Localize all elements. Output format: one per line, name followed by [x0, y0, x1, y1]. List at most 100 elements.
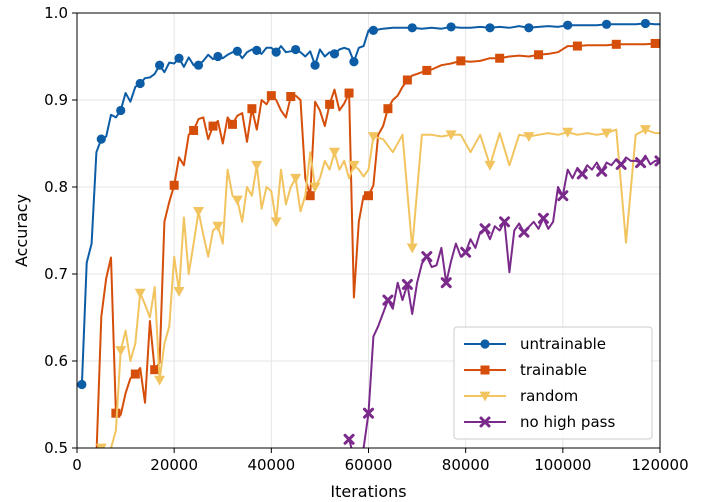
legend: untrainable trainable random no high pass	[453, 326, 653, 440]
data-point-trainable	[422, 65, 432, 75]
data-point-untrainable	[640, 18, 651, 29]
data-point-no-high-pass	[596, 165, 608, 177]
data-point-untrainable	[271, 47, 281, 57]
data-point-no-high-pass	[635, 157, 647, 169]
data-point-random	[639, 125, 651, 136]
x-axis-label: Iterations	[330, 482, 406, 501]
legend-label: trainable	[520, 361, 587, 379]
legend-marker	[479, 416, 491, 428]
legend-item-untrainable: untrainable	[464, 335, 606, 353]
data-point-random	[231, 195, 243, 206]
x-tick-label: 80000	[442, 456, 490, 474]
data-point-untrainable	[232, 46, 242, 56]
data-point-untrainable	[349, 57, 359, 67]
data-point-no-high-pass	[654, 155, 660, 167]
y-axis-label: Accuracy	[12, 194, 31, 267]
series-trainable	[95, 38, 660, 448]
data-point-no-high-pass	[363, 407, 374, 419]
x-tick-label: 60000	[345, 456, 393, 474]
data-point-trainable	[208, 121, 218, 131]
data-point-trainable	[495, 53, 505, 63]
series-untrainable	[77, 18, 660, 390]
data-point-untrainable	[77, 379, 87, 390]
data-point-trainable	[305, 191, 315, 201]
data-point-random	[290, 173, 302, 184]
series-layer	[77, 18, 660, 448]
data-point-trainable	[402, 75, 412, 85]
y-tick-label: 0.5	[44, 439, 68, 457]
legend-item-no-high-pass: no high pass	[464, 413, 615, 431]
data-point-untrainable	[135, 78, 145, 89]
y-tick-label: 0.6	[44, 352, 68, 370]
data-point-untrainable	[252, 45, 262, 56]
data-point-random	[95, 443, 107, 448]
data-point-no-high-pass	[460, 246, 472, 258]
x-tick-label: 120000	[631, 456, 688, 474]
x-axis: 0 20000 40000 60000 80000 100000 120000	[72, 448, 689, 474]
y-axis: 0.5 0.6 0.7 0.8 0.9 1.0	[44, 4, 77, 457]
data-point-random	[270, 217, 282, 228]
data-point-no-high-pass	[401, 278, 413, 290]
data-point-trainable	[189, 125, 199, 135]
series-no-high-pass	[343, 154, 660, 448]
data-point-random	[523, 132, 535, 143]
legend-marker	[480, 365, 490, 375]
data-point-trainable	[456, 56, 466, 66]
data-point-no-high-pass	[499, 216, 511, 228]
data-point-no-high-pass	[440, 277, 452, 289]
data-point-untrainable	[116, 105, 126, 116]
data-point-random	[562, 127, 574, 138]
data-point-untrainable	[154, 60, 165, 70]
data-point-untrainable	[524, 23, 534, 33]
data-point-trainable	[227, 119, 237, 129]
data-point-untrainable	[329, 49, 340, 59]
data-point-trainable	[130, 369, 140, 379]
data-point-no-high-pass	[382, 294, 394, 306]
data-point-untrainable	[213, 51, 223, 62]
legend-marker	[479, 391, 491, 402]
data-point-no-high-pass	[537, 212, 549, 224]
data-point-untrainable	[193, 60, 204, 70]
data-point-trainable	[150, 365, 160, 375]
data-point-no-high-pass	[576, 168, 588, 180]
data-point-random	[154, 375, 166, 386]
data-point-random	[406, 243, 418, 254]
legend-item-random: random	[464, 387, 578, 405]
data-point-trainable	[611, 39, 621, 49]
data-point-trainable	[534, 50, 544, 60]
data-point-untrainable	[485, 23, 495, 33]
y-tick-label: 0.7	[44, 265, 68, 283]
data-point-no-high-pass	[343, 433, 355, 445]
x-tick-label: 20000	[150, 456, 198, 474]
data-point-no-high-pass	[557, 190, 569, 202]
data-point-no-high-pass	[615, 158, 627, 170]
data-point-random	[115, 346, 127, 357]
data-point-random	[601, 128, 613, 139]
data-point-untrainable	[446, 22, 456, 32]
data-point-untrainable	[291, 44, 301, 55]
data-point-untrainable	[310, 60, 320, 70]
data-point-random	[328, 147, 340, 158]
data-point-no-high-pass	[518, 226, 530, 238]
data-point-random	[134, 288, 146, 299]
series-random	[95, 125, 660, 448]
data-point-trainable	[169, 180, 179, 190]
legend-box	[453, 326, 653, 440]
data-point-random	[445, 130, 457, 141]
series-line-untrainable	[80, 22, 660, 385]
data-point-no-high-pass	[479, 223, 491, 235]
data-point-trainable	[383, 104, 393, 114]
y-tick-label: 0.9	[44, 91, 68, 109]
data-point-random	[192, 206, 204, 217]
y-tick-label: 1.0	[44, 4, 68, 22]
legend-label: no high pass	[520, 413, 615, 431]
data-point-untrainable	[601, 19, 612, 29]
data-point-trainable	[650, 38, 660, 48]
legend-label: random	[520, 387, 578, 405]
x-tick-label: 40000	[247, 456, 295, 474]
data-point-random	[212, 221, 224, 232]
data-point-random	[484, 160, 496, 171]
legend-item-trainable: trainable	[464, 361, 587, 379]
data-point-trainable	[325, 99, 335, 109]
data-point-random	[367, 132, 379, 143]
